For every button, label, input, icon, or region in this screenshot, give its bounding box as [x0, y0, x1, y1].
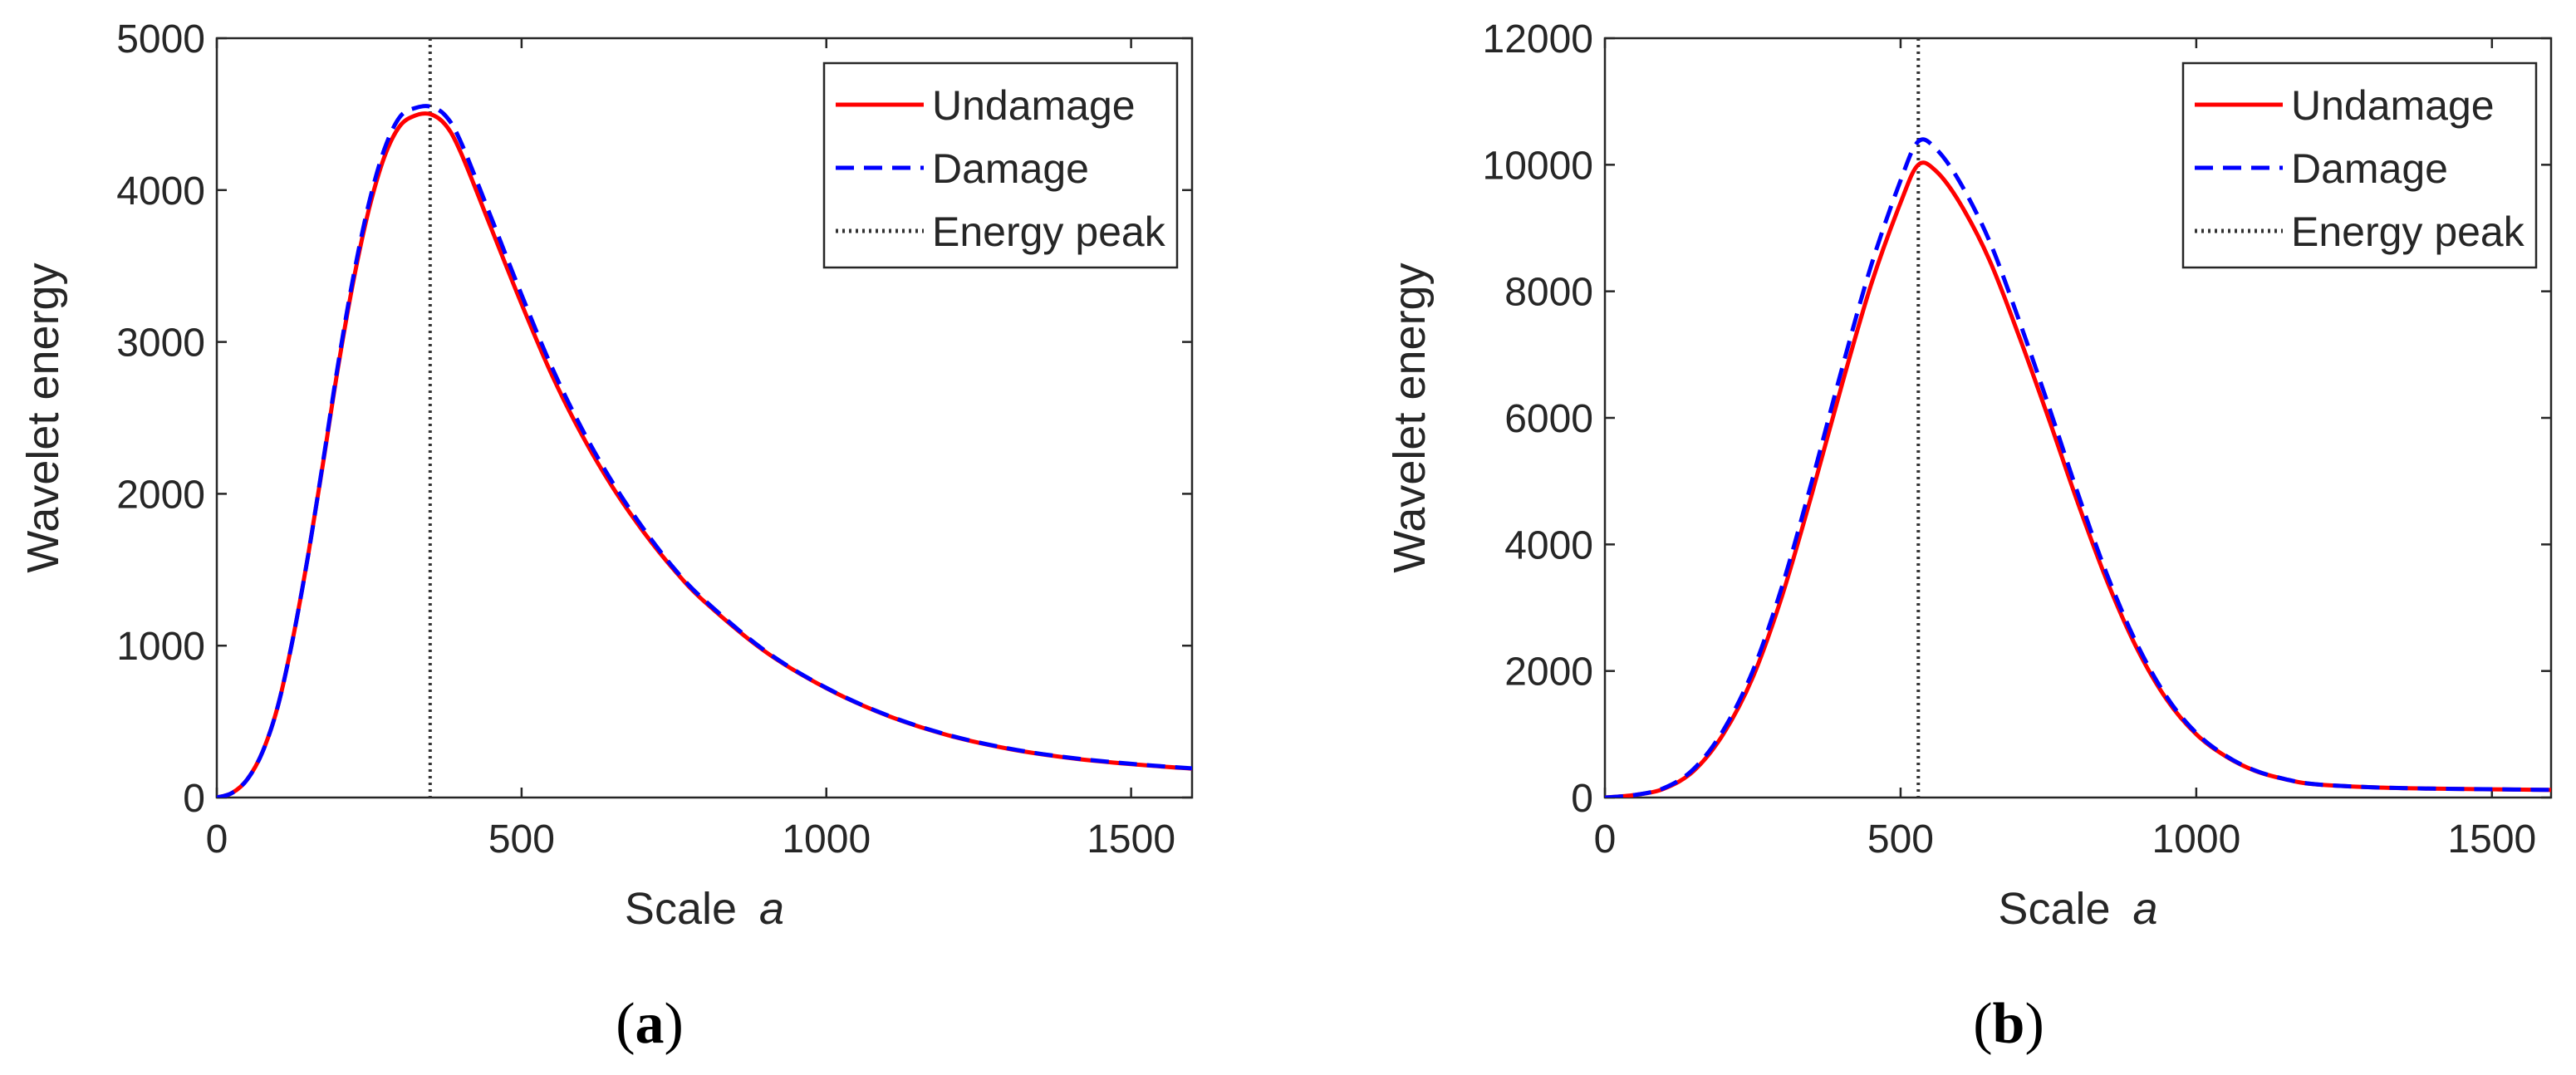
y-tick-label: 2000: [1504, 650, 1593, 695]
y-tick-label: 6000: [1504, 397, 1593, 441]
legend-box: [2181, 61, 2538, 269]
legend-entry: Energy peak: [932, 209, 1166, 255]
panel-label: (a): [616, 992, 684, 1056]
series-line-damage: [217, 104, 1192, 798]
y-tick-label: 8000: [1504, 271, 1593, 315]
series-line-damage: [1605, 137, 2551, 798]
chart-panel-a: 0 500 1000 1500 0 1000 2000 3000 4000 5000 Scale a…: [18, 17, 1194, 1056]
y-axis-label: Wavelet energy: [1385, 263, 1435, 572]
chart-panel-b: 0 500 1000 1500 0 2000 4000 6000 8000 10000 12000 S…: [1385, 17, 2553, 1056]
y-tick-label: 2000: [116, 473, 205, 517]
panel-label: (b): [1973, 992, 2044, 1056]
x-tick-label: 1000: [2152, 817, 2240, 861]
x-axis-label: Scale a: [1998, 884, 2157, 934]
y-tick-label: 0: [183, 777, 205, 821]
legend-entry: Damage: [932, 145, 1089, 192]
y-tick-label: 5000: [116, 17, 205, 61]
legend-box: [822, 61, 1179, 269]
x-tick-label: 0: [206, 817, 228, 861]
x-tick-label: 0: [1594, 817, 1617, 861]
y-tick-label: 10000: [1483, 144, 1593, 188]
y-tick-label: 1000: [116, 625, 205, 669]
legend-entry: Undamage: [2291, 82, 2495, 129]
x-tick-label: 500: [488, 817, 555, 861]
y-tick-label: 4000: [116, 169, 205, 214]
x-tick-label: 1500: [2447, 817, 2536, 861]
y-tick-label: 0: [1571, 777, 1593, 821]
x-tick-label: 1500: [1087, 817, 1175, 861]
y-tick-label: 4000: [1504, 523, 1593, 567]
y-tick-label: 12000: [1483, 17, 1593, 61]
legend-entry: Undamage: [932, 82, 1136, 129]
y-axis-label: Wavelet energy: [18, 263, 68, 572]
x-tick-label: 1000: [782, 817, 871, 861]
legend-entry: Damage: [2291, 145, 2448, 192]
legend: Undamage Damage Energy peak: [822, 61, 1179, 269]
y-tick-label: 3000: [116, 322, 205, 366]
legend: Undamage Damage Energy peak: [2181, 61, 2538, 269]
x-axis-label: Scale a: [625, 884, 784, 934]
legend-entry: Energy peak: [2291, 209, 2525, 255]
x-tick-label: 500: [1867, 817, 1934, 861]
